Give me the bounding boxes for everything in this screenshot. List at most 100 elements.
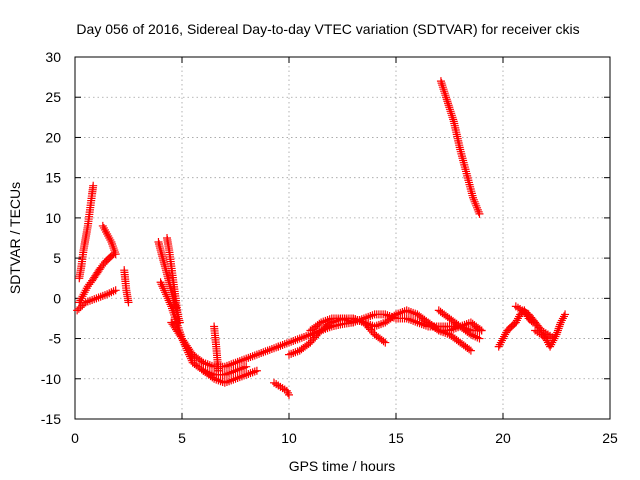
data-point (466, 346, 475, 355)
data-point (80, 288, 89, 297)
data-point (104, 231, 113, 240)
data-point (111, 250, 120, 259)
series-arc18 (424, 318, 475, 355)
data-point (440, 89, 449, 98)
data-point (77, 294, 86, 303)
data-point (163, 294, 172, 303)
data-point (242, 362, 251, 371)
data-point (561, 310, 570, 319)
data-point (108, 242, 117, 251)
data-point (438, 83, 447, 92)
grid (75, 57, 610, 419)
data-point (475, 209, 484, 218)
data-point (551, 332, 560, 341)
data-point (442, 93, 451, 102)
data-point (99, 223, 108, 232)
data-point (282, 386, 291, 395)
data-point (111, 286, 120, 295)
data-point (475, 334, 484, 343)
data-point (499, 334, 507, 343)
data-point (511, 318, 520, 327)
data-point (109, 244, 118, 253)
data-point (447, 111, 456, 120)
x-tick-label: 15 (388, 430, 404, 446)
x-tick-label: 0 (71, 430, 79, 446)
data-point (474, 207, 483, 216)
data-point (381, 338, 390, 347)
data-point (445, 103, 454, 112)
data-point (107, 238, 116, 247)
y-tick-label: 10 (45, 210, 61, 226)
data-point (446, 107, 455, 116)
data-point (105, 234, 114, 242)
data-point (379, 337, 388, 346)
data-point (472, 201, 481, 210)
data-point (161, 290, 170, 299)
data-point (440, 87, 449, 96)
data-point (552, 330, 561, 339)
data-point (165, 298, 174, 307)
data-point (553, 326, 562, 335)
x-tick-label: 25 (602, 430, 618, 446)
data-point (477, 326, 486, 335)
data-point (444, 101, 453, 110)
data-point (439, 85, 448, 94)
data-point (443, 97, 452, 106)
y-tick-label: 30 (45, 49, 61, 65)
data-point (164, 296, 173, 305)
data-point (556, 318, 565, 327)
data-point (557, 316, 566, 325)
data-point (541, 334, 550, 343)
chart-title: Day 056 of 2016, Sidereal Day-to-day VTE… (76, 21, 579, 37)
data-point (448, 113, 457, 122)
data-point (550, 334, 559, 343)
data-point (553, 328, 562, 337)
data-point (554, 324, 563, 333)
data-point (98, 221, 107, 230)
data-point (469, 195, 478, 204)
data-point (444, 99, 453, 108)
data-point (438, 81, 447, 90)
x-tick-label: 5 (178, 430, 186, 446)
series-arc7 (163, 234, 182, 319)
data-point (78, 292, 87, 301)
data-point (166, 300, 175, 309)
data-point (441, 91, 450, 100)
y-tick-label: 25 (45, 89, 61, 105)
data-points (73, 77, 570, 399)
y-tick-label: -10 (41, 371, 61, 387)
data-point (124, 298, 133, 307)
data-point (214, 366, 223, 375)
x-tick-label: 10 (281, 430, 297, 446)
data-point (157, 280, 166, 289)
y-tick-label: 5 (53, 250, 61, 266)
series-arc4 (73, 286, 120, 315)
data-point (494, 342, 503, 351)
y-tick-label: 20 (45, 129, 61, 145)
data-point (559, 312, 568, 321)
series-arc17 (359, 318, 390, 347)
data-point (497, 336, 506, 345)
series-arc11 (210, 322, 223, 375)
data-point (156, 278, 165, 287)
data-point (445, 105, 454, 114)
data-point (89, 181, 98, 190)
data-point (555, 322, 564, 331)
series-arc12 (270, 378, 293, 399)
data-point (549, 336, 558, 345)
data-point (501, 330, 510, 339)
y-axis-label: SDTVAR / TECUs (7, 182, 23, 294)
data-point (103, 229, 112, 238)
data-point (158, 282, 167, 291)
data-point (556, 320, 565, 329)
data-point (100, 225, 109, 234)
data-point (471, 199, 480, 208)
data-point (449, 115, 458, 124)
y-tick-label: 0 (53, 290, 61, 306)
axis-ticks: 0 5 10 15 20 25 -15 -10 -5 0 5 10 15 20 25 30 (41, 49, 618, 446)
data-point (473, 205, 482, 214)
y-tick-label: 15 (45, 170, 61, 186)
data-point (102, 227, 111, 236)
